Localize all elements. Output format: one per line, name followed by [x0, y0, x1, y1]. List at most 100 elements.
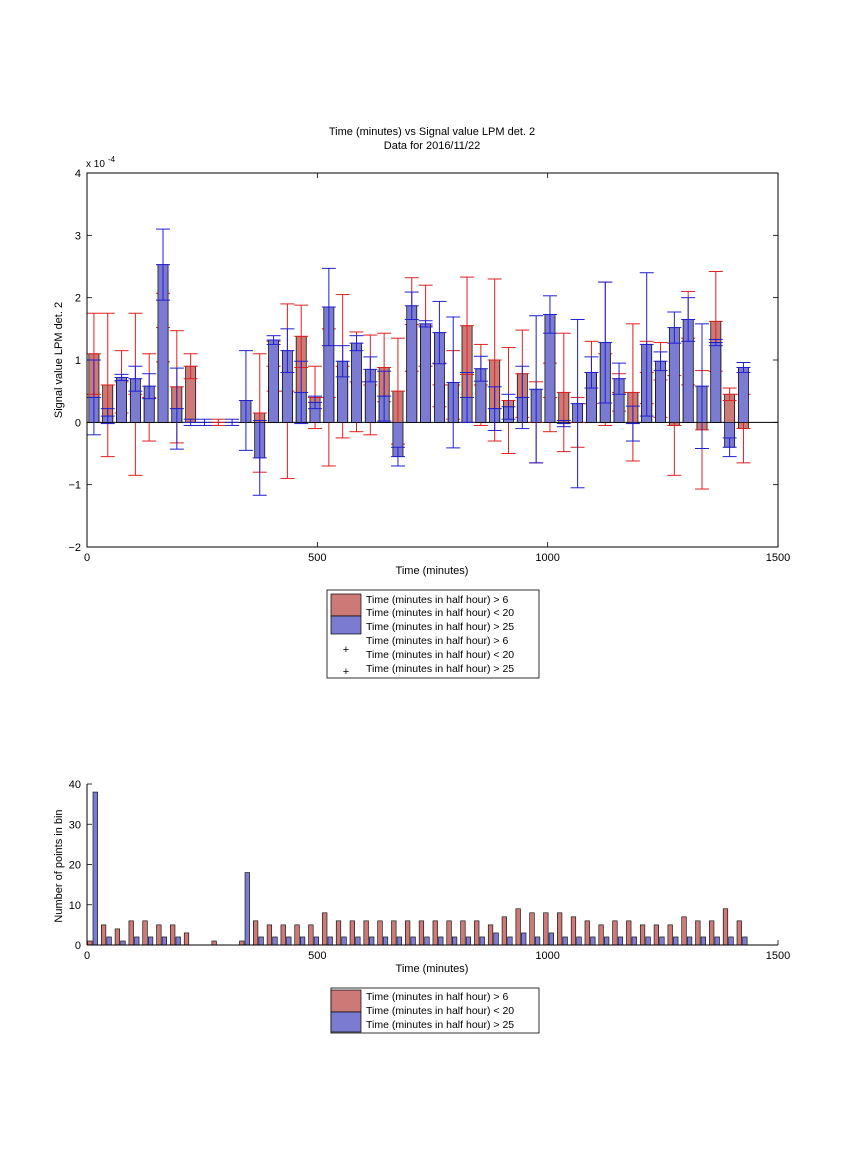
chart2-blue-bar — [673, 936, 679, 946]
chart2-red-bar — [653, 924, 659, 946]
chart2-red-bar — [709, 920, 715, 946]
chart1-x-tick-label: 0 — [84, 552, 90, 564]
chart1-x-tick-label: 1500 — [766, 552, 790, 564]
chart2-red-bar — [584, 920, 590, 946]
chart2-blue-bar — [438, 936, 444, 946]
chart2-blue-bar — [147, 936, 154, 946]
chart2-blue-bar — [479, 936, 485, 946]
chart1-y-exponent-power: -4 — [108, 155, 116, 164]
chart2-red-bar — [114, 928, 121, 946]
chart2-blue-bar — [175, 936, 181, 946]
chart2-red-bar — [128, 920, 134, 946]
chart2-legend-label: Time (minutes in half hour) < 20 — [366, 1005, 514, 1017]
chart2-blue-bar — [728, 936, 734, 946]
chart1-y-tick-label: 4 — [75, 168, 81, 180]
chart2-red-bar — [722, 908, 729, 946]
chart2-x-tick-label: 500 — [308, 950, 326, 962]
chart1-legend-label: Time (minutes in half hour) < 20 — [366, 649, 514, 661]
chart1-legend-label: Time (minutes in half hour) > 6 — [366, 635, 508, 647]
chart2-blue-bar — [507, 936, 513, 946]
chart2-red-bar — [322, 912, 328, 946]
chart2-blue-bar — [341, 936, 347, 946]
chart1-legend-blue-marker: + — [343, 666, 349, 678]
chart2-blue-bar — [286, 936, 292, 946]
chart2-y-tick-label: 40 — [69, 779, 81, 791]
chart2-red-bar — [515, 908, 521, 946]
chart2-blue-bar — [120, 940, 126, 946]
chart1-blue-bar — [351, 342, 362, 423]
chart2-red-bar — [142, 920, 148, 946]
chart2-blue-bar — [686, 936, 693, 946]
chart2-blue-bar — [299, 936, 306, 946]
chart2-red-bar — [736, 920, 742, 946]
chart2-y-axis-label: Number of points in bin — [53, 809, 65, 922]
chart2-blue-bar — [369, 936, 375, 946]
chart2-red-bar — [183, 932, 190, 946]
chart1-blue-bar — [738, 367, 749, 423]
chart1-title: Time (minutes) vs Signal value LPM det. … — [329, 126, 535, 138]
chart2-blue-bar — [327, 936, 333, 946]
chart2-red-bar — [266, 924, 273, 946]
chart2-blue-bar — [576, 936, 582, 946]
chart2-blue-bar — [92, 791, 98, 946]
chart2-red-bar — [87, 940, 93, 946]
chart2-blue-bar — [700, 936, 706, 946]
chart2-y-tick-label: 0 — [75, 940, 81, 952]
chart2-red-bar — [695, 920, 701, 946]
chart1-legend-label: Time (minutes in half hour) > 6 — [366, 594, 508, 606]
chart2-legend-box — [330, 987, 540, 1034]
chart1-blue-bar — [420, 323, 432, 423]
chart2-blue-bar — [562, 936, 568, 946]
chart2-blue-bar — [424, 936, 430, 946]
chart2-red-bar — [612, 920, 618, 946]
chart2-red-bar — [681, 916, 687, 946]
chart2-y-tick-label: 10 — [69, 900, 81, 912]
chart2-red-bar — [474, 920, 480, 946]
chart2-blue-bar — [645, 936, 651, 946]
chart2-blue-bar — [534, 936, 541, 946]
chart1-legend-label: Time (minutes in half hour) > 25 — [366, 621, 514, 633]
chart1-axes-frame — [86, 172, 779, 548]
chart2-blue-bar — [452, 936, 458, 946]
chart2-red-bar — [543, 912, 549, 946]
chart1-y-tick-label: 1 — [75, 355, 81, 367]
chart2-blue-bar — [410, 936, 416, 946]
chart1-y-exponent-base: x 10 — [86, 159, 105, 170]
chart2-blue-bar — [465, 936, 472, 946]
chart2-blue-bar — [604, 936, 610, 946]
chart2-red-bar — [239, 940, 245, 946]
chart1-y-tick-label: −2 — [68, 542, 81, 554]
chart2-red-bar — [308, 924, 314, 946]
chart2-blue-bar — [548, 932, 554, 946]
chart2-red-bar — [626, 920, 632, 946]
chart2-red-bar — [501, 916, 507, 946]
chart2-y-tick-label: 20 — [69, 860, 81, 872]
chart2-blue-bar — [659, 936, 665, 946]
chart2-red-bar — [391, 920, 397, 946]
chart2-plot-area: 0 500 1000 1500 0 10 20 30 40 — [69, 779, 790, 962]
chart2-y-tick-label: 30 — [69, 819, 81, 831]
chart2-red-bar — [418, 920, 425, 946]
chart2-legend-label: Time (minutes in half hour) > 25 — [366, 1019, 514, 1031]
chart2-red-bar — [211, 940, 217, 946]
chart2-blue-bar — [396, 936, 402, 946]
chart2-x-tick-label: 1500 — [766, 950, 790, 962]
chart2-red-bar — [487, 924, 494, 946]
chart2-blue-bar — [272, 936, 278, 946]
chart2-red-bar — [294, 924, 300, 946]
chart1-plot-area: 0 500 1000 1500 −2 −1 0 1 2 3 4 — [68, 168, 790, 564]
chart2-red-bar — [100, 924, 107, 946]
chart1-blue-bar — [710, 342, 722, 423]
chart2-red-bar — [377, 920, 383, 946]
chart2-red-bar — [405, 920, 411, 946]
chart2-legend-label: Time (minutes in half hour) > 6 — [366, 991, 508, 1003]
chart2-blue-bar — [493, 932, 499, 946]
chart2-blue-bar — [161, 936, 167, 946]
chart2-x-axis-label: Time (minutes) — [396, 963, 469, 975]
chart1-legend-label: Time (minutes in half hour) < 20 — [366, 607, 514, 619]
chart1-blue-bar — [268, 339, 279, 423]
chart1-subtitle: Data for 2016/11/22 — [384, 140, 480, 152]
chart2-blue-bar — [714, 936, 720, 946]
